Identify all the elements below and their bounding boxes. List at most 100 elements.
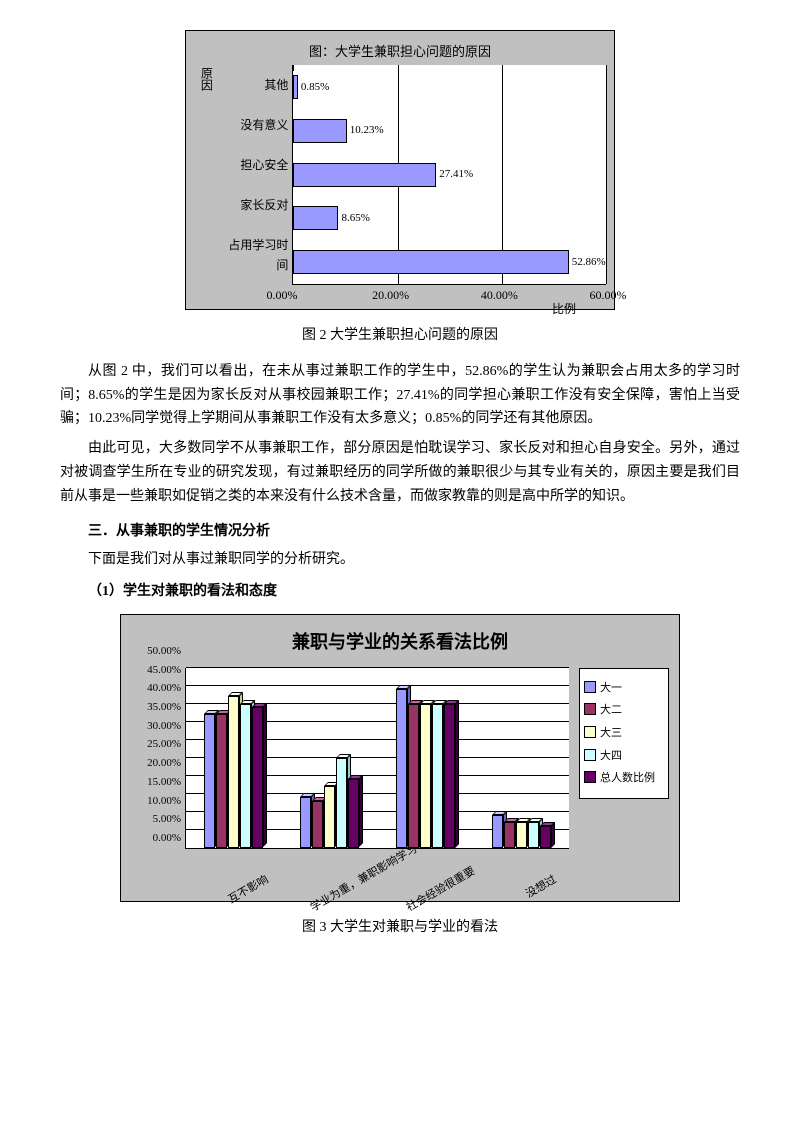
chart2-bar bbox=[300, 797, 311, 847]
chart2-ytick-label: 35.00% bbox=[131, 698, 181, 717]
chart2-bar-group bbox=[492, 815, 551, 847]
legend-label: 大四 bbox=[600, 747, 622, 766]
chart2-gridline bbox=[186, 685, 569, 686]
section-3-intro: 下面是我们对从事过兼职同学的分析研究。 bbox=[88, 548, 740, 572]
legend-swatch bbox=[584, 749, 596, 761]
chart1-xtick-label: 60.00% bbox=[590, 285, 627, 305]
chart-attitude-ratio: 兼职与学业的关系看法比例 0.00%5.00%10.00%15.00%20.00… bbox=[120, 614, 680, 902]
chart2-bar bbox=[420, 704, 431, 848]
chart1-bar-label: 0.85% bbox=[301, 78, 329, 97]
chart1-bar-slot: 8.65% bbox=[293, 196, 606, 240]
chart2-ytick-label: 50.00% bbox=[131, 642, 181, 661]
legend-swatch bbox=[584, 703, 596, 715]
chart2-bar-group bbox=[204, 696, 263, 847]
chart-reasons-worry: 图：大学生兼职担心问题的原因 原因 其他 没有意义 担心安全 家长反对 占用学习… bbox=[185, 30, 615, 310]
chart2-bar bbox=[240, 704, 251, 848]
paragraph-analysis-2: 由此可见，大多数同学不从事兼职工作，部分原因是怕耽误学习、家长反对和担心自身安全… bbox=[60, 437, 740, 508]
chart2-bar bbox=[348, 779, 359, 847]
chart1-bar-slot: 27.41% bbox=[293, 153, 606, 197]
figure2-caption: 图 2 大学生兼职担心问题的原因 bbox=[60, 324, 740, 348]
chart2-x-labels: 互不影响学业为重，兼职影响学习社会经验很重要没想过 bbox=[185, 855, 569, 890]
legend-swatch bbox=[584, 681, 596, 693]
chart2-ytick-label: 5.00% bbox=[131, 810, 181, 829]
chart2-legend-item: 总人数比例 bbox=[584, 769, 664, 788]
chart2-y-axis: 0.00%5.00%10.00%15.00%20.00%25.00%30.00%… bbox=[131, 668, 185, 848]
legend-label: 总人数比例 bbox=[600, 769, 655, 788]
chart1-plot-area: 0.85% 10.23% 27.41% 8.65% 52.86% bbox=[292, 65, 606, 285]
chart2-ytick-label: 0.00% bbox=[131, 829, 181, 848]
chart1-bar-slot: 0.85% bbox=[293, 65, 606, 109]
chart2-xlabel: 没想过 bbox=[499, 871, 560, 917]
chart2-bar bbox=[492, 815, 503, 847]
chart2-bar bbox=[540, 826, 551, 848]
chart2-legend-item: 大一 bbox=[584, 679, 664, 698]
chart2-ytick-label: 20.00% bbox=[131, 754, 181, 773]
chart2-bar bbox=[312, 801, 323, 848]
chart2-bar bbox=[504, 822, 515, 847]
chart2-legend-item: 大四 bbox=[584, 747, 664, 766]
chart2-bar bbox=[252, 707, 263, 847]
chart2-legend-item: 大二 bbox=[584, 701, 664, 720]
chart2-ytick-label: 45.00% bbox=[131, 661, 181, 680]
chart1-ylabel: 没有意义 bbox=[218, 115, 288, 135]
chart2-xlabel: 社会经验很重要 bbox=[403, 871, 464, 917]
legend-label: 大一 bbox=[600, 679, 622, 698]
chart2-ytick-label: 40.00% bbox=[131, 679, 181, 698]
legend-swatch bbox=[584, 771, 596, 783]
chart2-bar bbox=[204, 714, 215, 847]
chart2-bar bbox=[228, 696, 239, 847]
chart2-title: 兼职与学业的关系看法比例 bbox=[131, 627, 669, 658]
chart2-bar bbox=[216, 714, 227, 847]
chart1-x-axis: 0.00%20.00%40.00%60.00% bbox=[282, 285, 608, 303]
chart2-legend: 大一大二大三大四总人数比例 bbox=[579, 668, 669, 799]
chart1-bar-slot: 52.86% bbox=[293, 240, 606, 284]
chart2-legend-item: 大三 bbox=[584, 724, 664, 743]
chart2-ytick-label: 25.00% bbox=[131, 735, 181, 754]
chart2-xlabel: 学业为重，兼职影响学习 bbox=[307, 871, 368, 917]
legend-swatch bbox=[584, 726, 596, 738]
subsection-1-heading: （1）学生对兼职的看法和态度 bbox=[88, 580, 740, 604]
chart1-ylabel: 担心安全 bbox=[218, 155, 288, 175]
chart1-bar-label: 10.23% bbox=[350, 121, 384, 140]
chart1-bar bbox=[293, 75, 297, 99]
chart2-plot-area bbox=[185, 668, 569, 849]
chart2-bar-group bbox=[396, 689, 455, 847]
chart1-tick bbox=[606, 65, 607, 71]
chart2-bar bbox=[432, 704, 443, 848]
chart2-bar bbox=[336, 758, 347, 848]
chart2-bar bbox=[444, 704, 455, 848]
figure3-caption: 图 3 大学生对兼职与学业的看法 bbox=[60, 916, 740, 940]
chart1-y-axis-title: 原因 bbox=[194, 65, 218, 285]
chart2-gridline bbox=[186, 667, 569, 668]
chart1-bar-label: 8.65% bbox=[341, 209, 369, 228]
chart2-ytick-label: 30.00% bbox=[131, 717, 181, 736]
chart1-bar-slot: 10.23% bbox=[293, 109, 606, 153]
chart2-ytick-label: 15.00% bbox=[131, 773, 181, 792]
chart1-ylabel: 家长反对 bbox=[218, 195, 288, 215]
chart1-bar bbox=[293, 250, 568, 274]
legend-label: 大二 bbox=[600, 701, 622, 720]
chart1-bar bbox=[293, 206, 338, 230]
chart2-bar-group bbox=[300, 758, 359, 848]
legend-label: 大三 bbox=[600, 724, 622, 743]
chart1-xtick-label: 0.00% bbox=[267, 285, 298, 305]
chart1-xtick-label: 40.00% bbox=[481, 285, 518, 305]
chart1-gridline bbox=[606, 65, 607, 284]
paragraph-analysis-1: 从图 2 中，我们可以看出，在未从事过兼职工作的学生中，52.86%的学生认为兼… bbox=[60, 360, 740, 431]
chart2-bar bbox=[324, 786, 335, 847]
chart1-ylabel: 其他 bbox=[218, 75, 288, 95]
section-3-heading: 三．从事兼职的学生情况分析 bbox=[88, 519, 740, 543]
chart1-bar-label: 52.86% bbox=[572, 253, 606, 272]
chart2-bar bbox=[516, 822, 527, 847]
chart2-ytick-label: 10.00% bbox=[131, 792, 181, 811]
chart1-y-labels: 其他 没有意义 担心安全 家长反对 占用学习时间 bbox=[218, 65, 292, 285]
chart1-bar bbox=[293, 119, 346, 143]
chart1-title: 图：大学生兼职担心问题的原因 bbox=[194, 41, 606, 63]
chart2-bar bbox=[396, 689, 407, 847]
chart2-bar bbox=[528, 822, 539, 847]
chart1-bar-label: 27.41% bbox=[439, 165, 473, 184]
chart1-xtick-label: 20.00% bbox=[372, 285, 409, 305]
chart1-bar bbox=[293, 163, 436, 187]
chart2-bar bbox=[408, 704, 419, 848]
chart1-ylabel: 占用学习时间 bbox=[218, 235, 288, 276]
